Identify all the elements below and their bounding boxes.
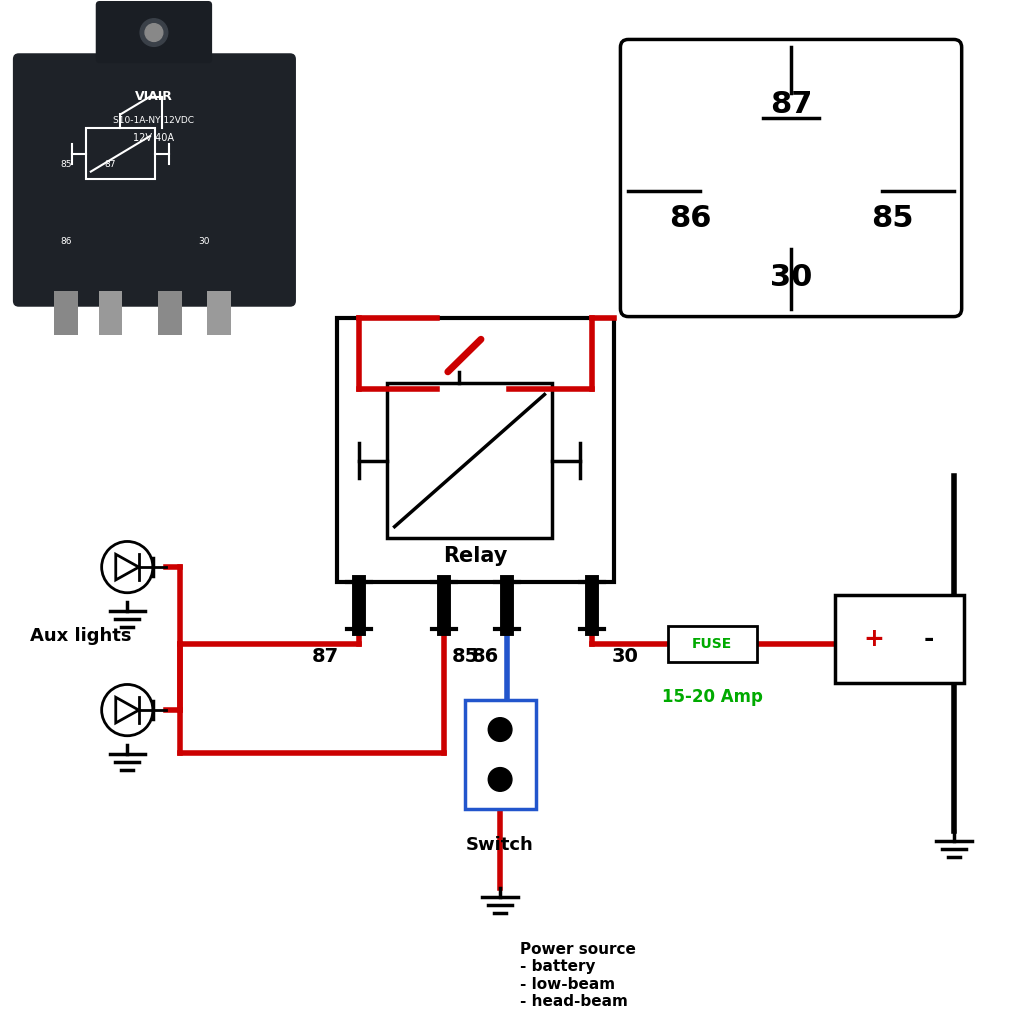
Text: 86: 86 (61, 238, 72, 246)
Circle shape (145, 24, 162, 41)
Text: Relay: Relay (444, 546, 508, 566)
Text: 15-20 Amp: 15-20 Amp (662, 688, 762, 707)
Text: 86: 86 (472, 647, 499, 666)
Circle shape (488, 768, 512, 792)
Text: +: + (864, 627, 884, 651)
Text: 30: 30 (769, 262, 812, 292)
Bar (387, 383, 552, 539)
FancyBboxPatch shape (13, 53, 296, 307)
Text: Power source
- battery
- low-beam
- head-beam: Power source - battery - low-beam - head… (520, 942, 635, 1009)
Text: 30: 30 (612, 647, 638, 666)
Text: -: - (924, 627, 934, 651)
Text: 87: 87 (105, 160, 117, 169)
Text: 87: 87 (313, 647, 339, 666)
Text: Aux lights: Aux lights (30, 627, 132, 645)
Text: 30: 30 (199, 238, 210, 246)
Text: FUSE: FUSE (692, 637, 732, 651)
Circle shape (140, 18, 167, 46)
FancyBboxPatch shape (620, 40, 961, 316)
Text: 85: 85 (61, 160, 72, 169)
Bar (55, 291, 78, 335)
Bar (668, 627, 756, 662)
Text: 12V 40A: 12V 40A (133, 133, 175, 143)
Text: S10-1A-NY 12VDC: S10-1A-NY 12VDC (114, 116, 195, 125)
Text: VIAIR: VIAIR (135, 90, 173, 103)
Text: 87: 87 (769, 90, 812, 119)
Bar (207, 291, 230, 335)
Bar (835, 595, 963, 683)
Text: 86: 86 (669, 204, 712, 233)
Text: 85: 85 (452, 647, 479, 666)
Bar (337, 317, 613, 582)
Bar (86, 128, 155, 179)
Circle shape (488, 718, 512, 741)
Bar (465, 700, 536, 809)
Text: Switch: Switch (466, 837, 534, 854)
Bar (158, 291, 182, 335)
FancyBboxPatch shape (95, 1, 212, 63)
Bar (98, 291, 123, 335)
Text: 85: 85 (871, 204, 914, 233)
